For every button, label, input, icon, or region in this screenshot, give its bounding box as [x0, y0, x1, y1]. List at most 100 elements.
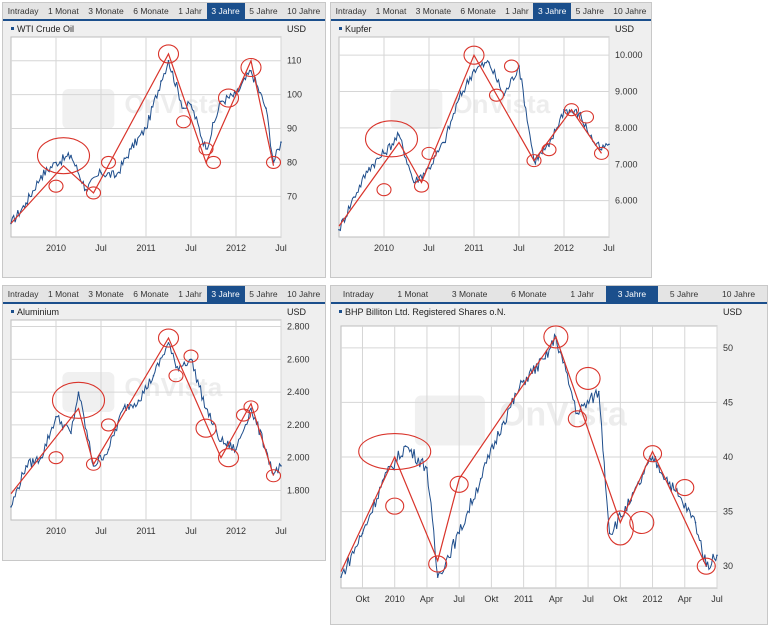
x-tick-label: Jul [185, 243, 197, 253]
price-point [182, 107, 185, 109]
chart-aluminium: Aluminium USD OnVista 2.800 2.600 2.400 2.200 2… [10, 307, 310, 536]
price-point [40, 175, 42, 177]
y-tick-label: 1.800 [287, 485, 310, 495]
annotation-circle [606, 510, 634, 546]
annotation-circle [385, 497, 405, 515]
annotation-circle [198, 142, 214, 156]
tab-5-jahre[interactable]: 5 Jahre [249, 289, 278, 299]
y-tick-label: 2.600 [287, 354, 310, 364]
tab-1-monat[interactable]: 1 Monat [48, 6, 79, 16]
price-point [716, 554, 718, 557]
tab-3-monate[interactable]: 3 Monate [88, 289, 124, 299]
price-point [160, 80, 162, 82]
tab-intraday[interactable]: Intraday [335, 6, 367, 16]
x-tick-label: 2010 [374, 243, 394, 253]
annotation-circle [488, 88, 505, 102]
y-tick-label: 2.200 [287, 420, 310, 430]
chart-wti: WTI Crude Oil USD OnVista 110 100 90 80 70 2010 J… [10, 24, 307, 253]
tab-6-monate[interactable]: 6 Monate [511, 289, 547, 299]
price-point [25, 465, 27, 467]
tab-3-monate[interactable]: 3 Monate [451, 289, 488, 299]
tab-3-jahre[interactable]: 3 Jahre [206, 286, 245, 302]
price-point [598, 390, 600, 393]
annotation-circle [217, 88, 240, 108]
trend-line [338, 53, 602, 227]
tab-1-jahr[interactable]: 1 Jahr [178, 6, 202, 16]
tab-10-jahre[interactable]: 10 Jahre [613, 6, 647, 16]
chart-bhp: BHP Billiton Ltd. Registered Shares o.N.… [339, 307, 743, 604]
annotation-circle [157, 328, 180, 348]
tab-6-monate[interactable]: 6 Monate [133, 6, 169, 16]
trend-line [10, 336, 275, 495]
annotation-circle [85, 186, 102, 200]
price-point [398, 134, 400, 136]
annotation-circle [563, 103, 580, 117]
watermark-logo [414, 395, 485, 446]
chart-kupfer: Kupfer USDOnVista10.0009.0008.0007.0006.0… [338, 24, 643, 253]
price-point [651, 456, 654, 458]
x-tick-label: 2012 [226, 526, 246, 536]
x-tick-label: Jul [95, 243, 107, 253]
chart-title: Kupfer [345, 24, 372, 34]
x-tick-label: Jul [603, 243, 615, 253]
y-tick-label: 10.000 [615, 50, 643, 60]
tab-6-monate[interactable]: 6 Monate [460, 6, 496, 16]
tab-3-monate[interactable]: 3 Monate [415, 6, 452, 16]
x-tick-label: 2011 [514, 594, 533, 604]
y-tick-label: 7.000 [615, 159, 638, 169]
price-point [167, 59, 170, 62]
tab-5-jahre[interactable]: 5 Jahre [575, 6, 605, 16]
price-point [578, 112, 580, 115]
tab-1-monat[interactable]: 1 Monat [375, 6, 407, 16]
price-point [340, 576, 342, 578]
annotation-circle [578, 110, 595, 124]
y-tick-label: 2.400 [287, 387, 310, 397]
tab-intraday[interactable]: Intraday [342, 289, 374, 299]
tab-intraday[interactable]: Intraday [7, 289, 39, 299]
tab-3-jahre[interactable]: 3 Jahre [605, 286, 659, 302]
tab-3-jahre[interactable]: 3 Jahre [206, 3, 245, 19]
annotation-circle [449, 475, 469, 493]
x-tick-label: 2012 [554, 243, 574, 253]
tab-1-jahr[interactable]: 1 Jahr [505, 6, 529, 16]
price-point [92, 465, 95, 467]
tab-3-jahre[interactable]: 3 Jahre [533, 3, 572, 19]
y-tick-label: 2.000 [287, 453, 310, 463]
annotation-circle [265, 155, 282, 169]
annotation-circle [100, 155, 117, 169]
price-point [361, 532, 364, 535]
tab-intraday[interactable]: Intraday [7, 6, 39, 16]
price-point [145, 127, 147, 130]
price-point [694, 521, 697, 524]
price-point [190, 103, 192, 106]
price-point [673, 488, 675, 491]
tab-1-jahr[interactable]: 1 Jahr [178, 289, 202, 299]
annotation-circle [376, 183, 392, 197]
x-tick-label: 2011 [464, 243, 483, 253]
annotation-circle [364, 120, 419, 158]
trend-line [10, 52, 275, 224]
tab-5-jahre[interactable]: 5 Jahre [249, 6, 278, 16]
chart-panel-wti: Intraday 1 Monat 3 Monate 6 Monate 1 Jahr 3 J… [2, 2, 326, 278]
tab-10-jahre[interactable]: 10 Jahre [722, 289, 756, 299]
tab-1-monat[interactable]: 1 Monat [48, 289, 79, 299]
tab-3-monate[interactable]: 3 Monate [88, 6, 124, 16]
price-point [70, 154, 72, 157]
tab-1-jahr[interactable]: 1 Jahr [570, 289, 594, 299]
tab-10-jahre[interactable]: 10 Jahre [287, 6, 321, 16]
x-tick-label: Jul [95, 526, 107, 536]
annotation-circle [175, 115, 192, 129]
period-tabs: Intraday 1 Monat 3 Monate 6 Monate 1 Jahr 3 J… [331, 3, 651, 21]
price-point [107, 448, 110, 451]
tab-6-monate[interactable]: 6 Monate [133, 289, 169, 299]
price-point [10, 506, 12, 508]
x-tick-label: 2011 [136, 243, 155, 253]
tab-10-jahre[interactable]: 10 Jahre [287, 289, 321, 299]
y-tick-label: 9.000 [615, 87, 638, 97]
price-point [522, 379, 525, 382]
tab-1-monat[interactable]: 1 Monat [397, 289, 429, 299]
y-tick-label: 6.000 [615, 196, 638, 206]
y-tick-label: 90 [287, 124, 297, 134]
annotation-circle [593, 146, 610, 160]
tab-5-jahre[interactable]: 5 Jahre [669, 289, 699, 299]
